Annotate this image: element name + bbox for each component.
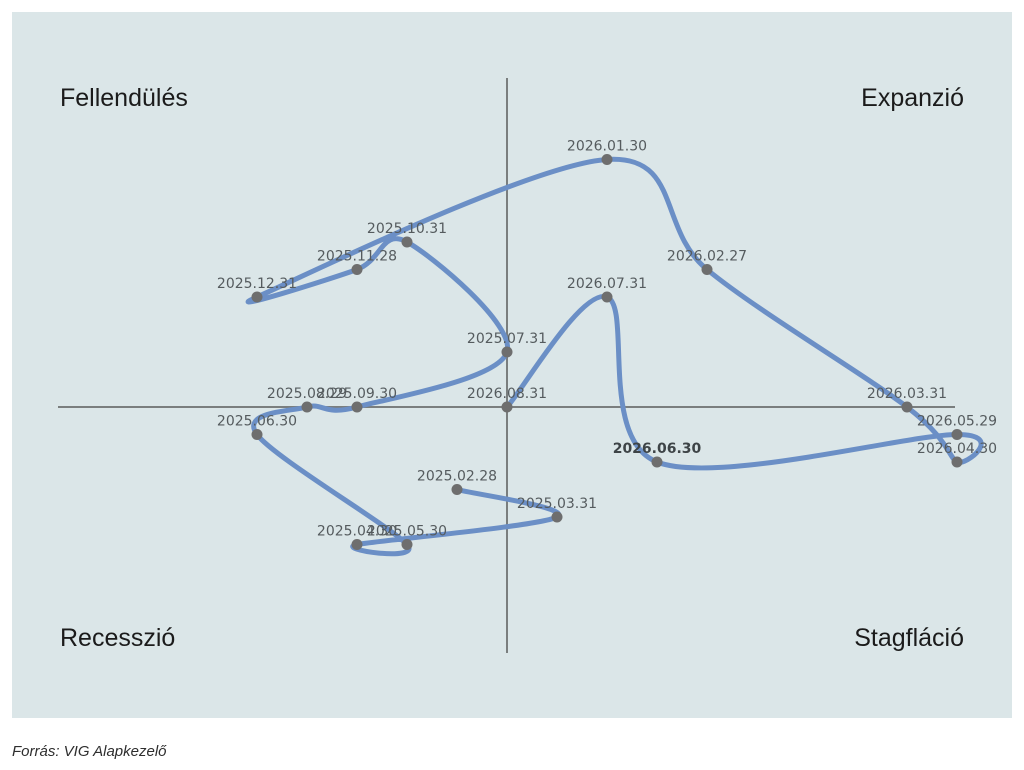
data-label: 2025.07.31 xyxy=(467,331,547,347)
data-label: 2025.05.30 xyxy=(367,524,447,540)
data-point xyxy=(401,539,413,550)
data-label: 2025.04.30 xyxy=(317,524,397,540)
data-point xyxy=(551,511,563,523)
data-points xyxy=(251,154,963,550)
data-label: 2025.03.31 xyxy=(517,496,597,512)
data-label: 2025.06.30 xyxy=(217,414,297,430)
axes xyxy=(58,78,955,653)
data-label: 2026.04.30 xyxy=(917,441,997,457)
data-point xyxy=(351,539,363,550)
data-label: 2025.02.28 xyxy=(417,469,497,485)
data-point xyxy=(301,401,313,413)
data-point xyxy=(651,456,663,468)
data-label: 2025.12.31 xyxy=(217,276,297,292)
quadrant-label-bottom-left: Recesszió xyxy=(60,624,175,652)
data-label: 2026.03.31 xyxy=(867,386,947,402)
data-label: 2026.02.27 xyxy=(667,249,747,265)
data-point xyxy=(401,236,413,248)
data-label: 2025.10.31 xyxy=(367,221,447,237)
data-point xyxy=(351,401,363,413)
data-point xyxy=(251,291,263,303)
data-label: 2025.11.28 xyxy=(317,249,397,265)
data-point xyxy=(901,401,913,413)
quadrant-label-top-left: Fellendülés xyxy=(60,84,188,112)
data-label: 2025.09.30 xyxy=(317,386,397,402)
data-point xyxy=(351,264,363,275)
source-note: Forrás: VIG Alapkezelő xyxy=(12,743,167,760)
quadrant-label-bottom-right: Stagfláció xyxy=(854,624,964,652)
data-label: 2026.05.29 xyxy=(917,414,997,430)
data-point xyxy=(701,264,713,275)
series-line xyxy=(245,156,984,557)
data-point xyxy=(251,429,263,440)
data-labels: 2025.02.28 2025.03.31 2025.04.302025.05.30… xyxy=(217,139,997,540)
series-line-path xyxy=(245,156,984,557)
data-point xyxy=(601,291,613,303)
data-label: 2025.08.29 xyxy=(267,386,347,402)
data-label: 2026.07.31 xyxy=(567,276,647,292)
data-point xyxy=(951,429,963,440)
data-point xyxy=(601,154,613,165)
data-point xyxy=(501,401,513,413)
data-point xyxy=(951,456,963,468)
data-point xyxy=(501,346,513,358)
data-label: 2026.08.31 xyxy=(467,386,547,402)
quadrant-label-top-right: Expanzió xyxy=(861,84,964,112)
data-label: 2026.06.30 xyxy=(613,441,702,457)
data-point xyxy=(451,484,463,495)
data-label: 2026.01.30 xyxy=(567,139,647,155)
